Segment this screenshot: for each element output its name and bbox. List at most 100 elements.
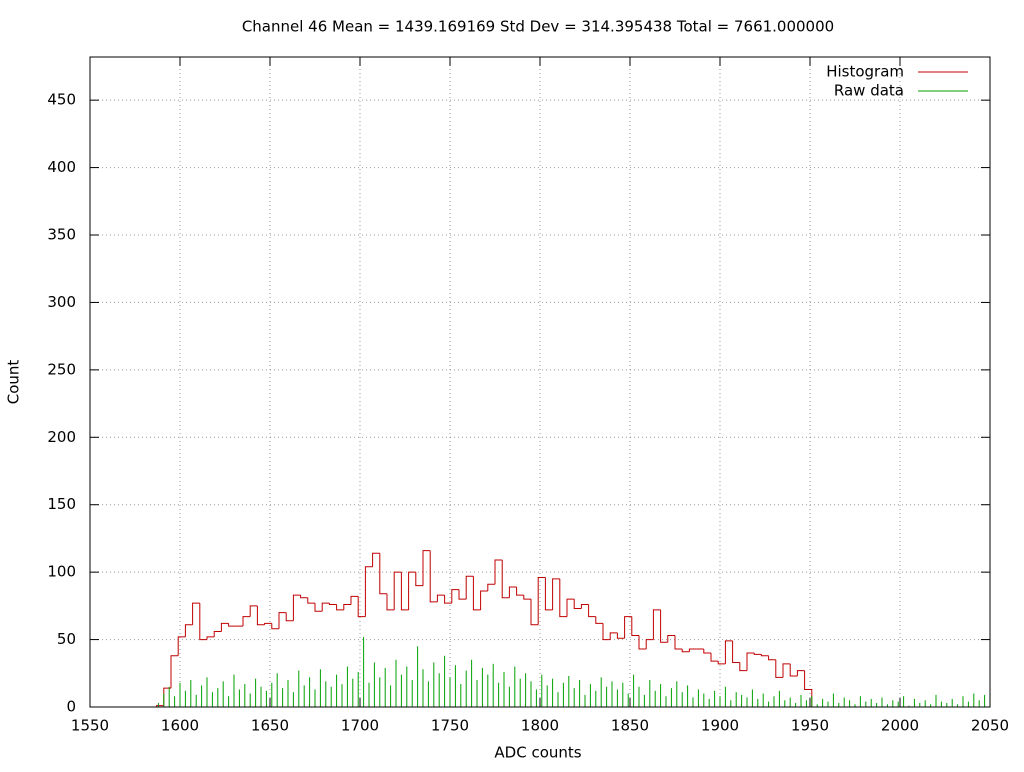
- histogram-step: [580, 604, 589, 609]
- x-tick-label: 1800: [521, 717, 559, 735]
- histogram-step: [674, 635, 683, 650]
- histogram-step: [688, 648, 697, 652]
- histogram-step: [753, 653, 762, 655]
- histogram-step: [415, 572, 423, 587]
- histogram-step: [530, 599, 539, 626]
- histogram-step: [458, 589, 467, 600]
- histogram-step: [782, 663, 791, 678]
- histogram-step: [487, 583, 495, 592]
- histogram-step: [436, 594, 445, 602]
- histogram-step: [328, 603, 337, 606]
- x-tick-label: 1550: [71, 717, 109, 735]
- histogram-step: [573, 599, 582, 610]
- histogram-step: [480, 590, 488, 610]
- histogram-step: [703, 649, 711, 654]
- histogram-step: [544, 577, 553, 611]
- x-tick-label: 1700: [341, 717, 379, 735]
- histogram-step: [660, 609, 668, 643]
- histogram-step: [537, 577, 546, 625]
- histogram-step: [256, 605, 265, 626]
- histogram-step: [192, 602, 200, 625]
- histogram-step: [775, 659, 783, 678]
- histogram-step: [616, 632, 625, 639]
- legend-label: Histogram: [826, 63, 904, 81]
- histogram-step: [451, 589, 459, 604]
- histogram-step: [768, 655, 776, 661]
- histogram-step: [242, 616, 251, 627]
- y-tick-label: 50: [57, 630, 76, 648]
- y-tick-label: 400: [47, 158, 76, 176]
- histogram-step: [732, 640, 740, 663]
- histogram-step: [343, 604, 351, 610]
- y-tick-label: 200: [47, 428, 76, 446]
- histogram-step: [400, 572, 409, 611]
- histogram-step: [285, 612, 294, 622]
- y-tick-label: 0: [66, 698, 76, 716]
- histogram-step: [307, 597, 315, 604]
- y-tick-label: 100: [47, 563, 76, 581]
- histogram-step: [796, 670, 805, 676]
- histogram-step: [264, 622, 272, 625]
- histogram-step: [760, 654, 769, 657]
- histogram-step: [501, 560, 510, 599]
- histogram-step: [652, 609, 661, 640]
- histogram-step: [350, 595, 359, 605]
- histogram-step: [746, 652, 755, 671]
- histogram-step: [609, 632, 618, 640]
- histogram-step: [739, 662, 747, 672]
- histogram-step: [667, 635, 675, 643]
- histogram-step: [292, 594, 301, 621]
- histogram-step: [249, 605, 258, 617]
- x-tick-label: 1600: [161, 717, 199, 735]
- histogram-step: [393, 571, 402, 610]
- histogram-step: [386, 593, 395, 611]
- histogram-step: [206, 636, 215, 640]
- histogram-step: [638, 635, 647, 650]
- histogram-step: [220, 622, 229, 632]
- histogram-step: [552, 578, 560, 610]
- histogram-step: [523, 595, 531, 600]
- x-tick-label: 1850: [611, 717, 649, 735]
- histogram-step: [170, 655, 179, 689]
- legend-label: Raw data: [834, 82, 904, 100]
- histogram-step: [724, 640, 733, 664]
- histogram-step: [357, 596, 366, 618]
- histogram-step: [602, 623, 611, 641]
- histogram-step: [379, 553, 387, 595]
- x-tick-label: 2050: [971, 717, 1009, 735]
- histogram-step: [364, 566, 373, 617]
- histogram-step: [300, 595, 308, 599]
- histogram-step: [516, 586, 524, 596]
- histogram-step: [508, 586, 517, 598]
- y-tick-label: 450: [47, 91, 76, 109]
- plot-frame: [89, 56, 991, 708]
- x-tick-label: 1900: [701, 717, 739, 735]
- histogram-step: [566, 598, 575, 617]
- histogram-step: [199, 603, 207, 641]
- histogram-step: [472, 576, 481, 611]
- histogram-step: [789, 663, 798, 677]
- histogram-step: [213, 630, 222, 637]
- histogram-step: [184, 624, 193, 637]
- histogram-step: [559, 578, 567, 618]
- histogram-step: [228, 623, 236, 627]
- y-tick-label: 250: [47, 360, 76, 378]
- histogram-step: [631, 616, 639, 637]
- histogram-step: [624, 616, 632, 639]
- histogram-step: [372, 552, 380, 567]
- histogram-step: [271, 623, 279, 630]
- histogram-step: [314, 603, 323, 612]
- histogram-step: [465, 575, 474, 600]
- histogram-step: [717, 661, 726, 665]
- histogram-step: [422, 550, 431, 586]
- histogram-step: [321, 602, 330, 612]
- histogram-step: [595, 616, 603, 624]
- histogram-step: [710, 653, 719, 662]
- y-axis-label: Count: [5, 360, 23, 405]
- x-tick-label: 1950: [791, 717, 829, 735]
- histogram-step: [336, 604, 344, 611]
- y-tick-label: 150: [47, 495, 76, 513]
- histogram-step: [278, 612, 287, 629]
- histogram-step: [588, 604, 596, 618]
